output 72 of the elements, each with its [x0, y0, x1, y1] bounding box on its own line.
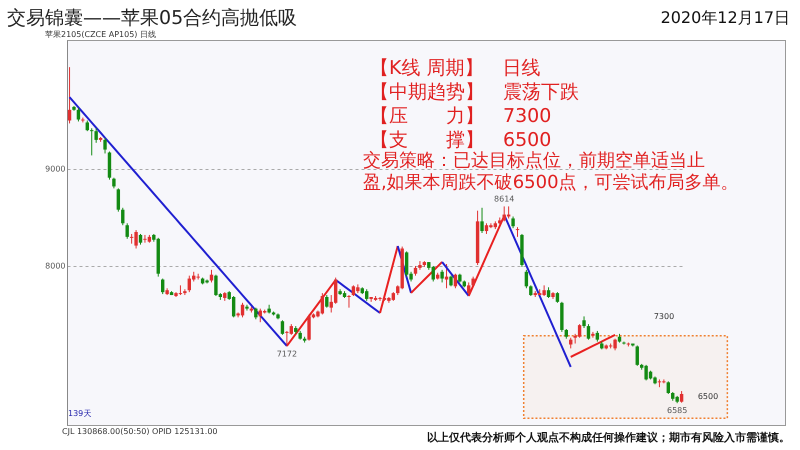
text: 以上仅代表分析师个人观点不构成任何操作建议；期市有风险入市需谨慎。 [427, 431, 790, 444]
candlestick [680, 390, 684, 404]
annotation: 139天 [68, 409, 92, 418]
candlestick [210, 269, 214, 283]
candlestick [613, 338, 617, 351]
annotation: 7300 [654, 312, 674, 321]
annotation: 【压 力】 7300 [370, 105, 552, 127]
candlestick [511, 216, 515, 229]
candlestick [116, 188, 120, 212]
candlestick [86, 120, 89, 132]
candlestick [556, 292, 560, 304]
candlestick [254, 307, 258, 320]
line-series [68, 96, 288, 347]
candlestick [666, 380, 670, 394]
candlestick [454, 273, 458, 289]
candlestick [325, 294, 328, 308]
candlestick [529, 284, 533, 297]
annotation: 【K线 周期】 日线 [370, 57, 540, 79]
line-series [396, 244, 412, 294]
candlestick [467, 282, 470, 296]
candlestick [440, 269, 444, 283]
candlestick [352, 284, 356, 297]
y-tick-label: 9000 [45, 164, 66, 174]
candlestick [578, 324, 582, 338]
candlestick [516, 226, 520, 238]
text: CJL 130868.00(50:50) OPID 125131.00 [62, 427, 218, 436]
line-series [570, 334, 616, 358]
annotation: 6585 [666, 406, 688, 416]
annotation: 交易策略：已达目标点位，前期空单适当止 [363, 150, 705, 171]
annotation: 8614 [494, 194, 514, 204]
candlestick [546, 286, 550, 298]
candlestick [90, 128, 94, 156]
candlestick [334, 277, 338, 304]
line-series [410, 260, 444, 294]
candlestick [484, 222, 488, 234]
candlestick [112, 177, 116, 189]
candlestick [178, 284, 182, 296]
candlestick [564, 328, 568, 340]
candlestick [596, 330, 600, 342]
candlestick [94, 128, 98, 144]
candlestick [449, 275, 453, 287]
candlestick [347, 294, 351, 308]
candlestick [68, 66, 72, 124]
candlestick [285, 330, 289, 347]
candlestick [232, 296, 236, 318]
y-tick-label: 8000 [45, 261, 66, 270]
candlestick [636, 344, 639, 366]
annotation: 【支 撑】 6500 [370, 129, 552, 151]
candlestick [76, 107, 80, 122]
text: 苹果2105(CZCE AP105) 日线 [45, 30, 156, 39]
candlestick [134, 230, 138, 249]
line-series [441, 260, 470, 297]
candlestick [160, 278, 164, 295]
candlestick [214, 274, 218, 297]
candlestick [240, 302, 244, 318]
candlestick [126, 222, 129, 240]
line-series [334, 278, 382, 314]
candlestick [506, 206, 510, 219]
text: 2020年12月17日 [660, 8, 790, 27]
candlestick [542, 284, 546, 297]
annotation: 【中期趋势】 震荡下跌 [370, 81, 579, 103]
annotation: 7172 [276, 349, 298, 358]
line-series [379, 244, 399, 314]
annotation: 盈,如果本周跌不破6500点，可尝试布局多单。 [363, 172, 739, 193]
chart-title: 交易锦囊——苹果05合约高抛低吸 [7, 7, 298, 29]
candlestick [569, 337, 572, 349]
candlestick [444, 264, 448, 289]
candlestick [121, 207, 124, 226]
candlestick [280, 320, 284, 336]
text: 6500 [698, 392, 718, 401]
candlestick [524, 269, 528, 289]
line-series [286, 278, 337, 347]
